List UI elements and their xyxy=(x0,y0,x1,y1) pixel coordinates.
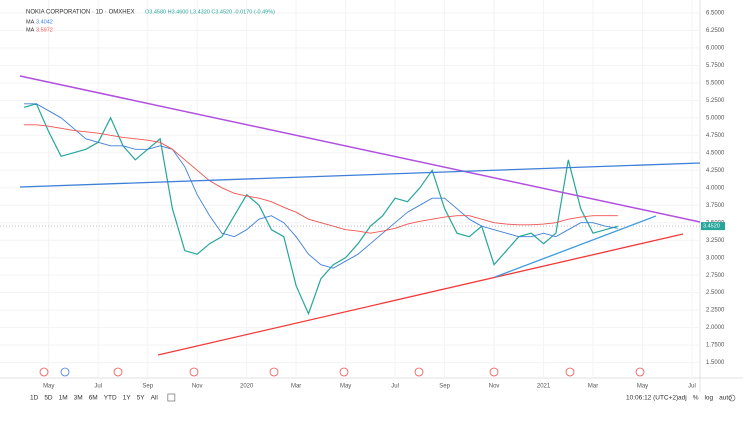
event-markers xyxy=(39,367,645,377)
range-button[interactable]: 5Y xyxy=(137,395,146,402)
range-button[interactable]: All xyxy=(151,395,159,402)
scale-option[interactable]: adj xyxy=(678,395,687,402)
x-tick-label: Mar xyxy=(588,384,598,390)
y-tick-label: 5.7500 xyxy=(706,63,725,69)
range-button[interactable]: 1Y xyxy=(123,395,132,402)
scale-option[interactable]: auto xyxy=(719,395,732,402)
event-marker[interactable] xyxy=(189,367,199,377)
legend-value: 3.4042 xyxy=(36,19,53,25)
y-tick-label: 3.7500 xyxy=(706,203,725,209)
event-marker[interactable] xyxy=(60,367,70,377)
scale-option[interactable]: log xyxy=(704,395,713,402)
y-tick-label: 1.5000 xyxy=(706,360,725,366)
y-tick-label: 4.0000 xyxy=(706,185,725,191)
x-tick-label: 2020 xyxy=(240,384,254,390)
toolbar: 1D 5D 1M 3M 6M YTD 1Y 5Y All 10:06:12 (UTC+2) adj%… xyxy=(30,393,736,402)
trend-line xyxy=(157,233,684,356)
x-tick-label: Jul xyxy=(391,384,399,390)
trend-line xyxy=(494,215,657,278)
settings-button[interactable] xyxy=(728,394,736,402)
x-tick-label: Sep xyxy=(439,384,450,390)
x-tick-label: Mar xyxy=(291,384,301,390)
x-tick-label: Jul xyxy=(94,384,102,390)
range-button[interactable]: 3M xyxy=(74,395,83,402)
x-tick-label: Nov xyxy=(192,384,203,390)
y-tick-label: 6.0000 xyxy=(706,45,725,51)
y-tick-label: 2.5000 xyxy=(706,290,725,296)
x-tick-label: Jul xyxy=(688,384,696,390)
date-range-button[interactable] xyxy=(167,393,176,402)
y-tick-label: 5.5000 xyxy=(706,80,725,86)
range-button[interactable]: 6M xyxy=(89,395,98,402)
y-tick-label: 3.0000 xyxy=(706,255,725,261)
y-tick-label: 3.2500 xyxy=(706,238,725,244)
x-tick-label: Sep xyxy=(142,384,153,390)
event-marker[interactable] xyxy=(489,367,499,377)
moving-average xyxy=(24,103,618,269)
event-marker[interactable] xyxy=(113,367,123,377)
event-marker[interactable] xyxy=(339,367,349,377)
event-marker[interactable] xyxy=(269,367,279,377)
ohlc-values: O3.4580 H3.4600 L3.4320 C3.4520 -0.0170 … xyxy=(145,9,275,15)
x-tick-label: May xyxy=(43,384,54,390)
moving-average xyxy=(24,124,618,234)
last-price-box xyxy=(701,222,725,231)
chart-title: NOKIA CORPORATION · 1D · OMXHEX xyxy=(26,10,135,16)
x-tick-label: May xyxy=(340,384,351,390)
y-tick-label: 2.7500 xyxy=(706,273,725,279)
x-tick-label: Nov xyxy=(489,384,500,390)
y-tick-label: 4.5000 xyxy=(706,150,725,156)
y-tick-label: 4.2500 xyxy=(706,168,725,174)
y-tick-label: 2.0000 xyxy=(706,325,725,331)
range-button[interactable]: 1M xyxy=(59,395,68,402)
event-marker[interactable] xyxy=(414,367,424,377)
y-tick-label: 2.2500 xyxy=(706,308,725,314)
range-button[interactable]: YTD xyxy=(104,395,117,402)
clock: 10:06:12 (UTC+2) xyxy=(626,395,678,402)
y-tick-label: 4.7500 xyxy=(706,133,725,139)
trend-line xyxy=(19,162,701,188)
y-tick-label: 5.0000 xyxy=(706,115,725,121)
event-marker[interactable] xyxy=(565,367,575,377)
y-tick-label: 6.5000 xyxy=(706,10,725,16)
range-button[interactable]: 1D xyxy=(30,395,39,402)
event-marker[interactable] xyxy=(635,367,645,377)
y-tick-label: 5.2500 xyxy=(706,98,725,104)
event-marker[interactable] xyxy=(39,367,49,377)
plot-area: 1.5000 1.7500 2.0000 2.2500 2.5000 2.7500 3.00… xyxy=(0,0,725,390)
x-tick-label: 2021 xyxy=(537,384,551,390)
y-tick-label: 6.2500 xyxy=(706,28,725,34)
scale-option[interactable]: % xyxy=(693,395,699,402)
legend-name: MA xyxy=(26,27,35,33)
legend-value: 3.5972 xyxy=(36,27,53,33)
trend-line xyxy=(19,75,701,223)
y-tick-label: 1.7500 xyxy=(706,343,725,349)
legend-name: MA xyxy=(26,19,35,25)
x-tick-label: May xyxy=(637,384,648,390)
range-button[interactable]: 5D xyxy=(44,395,53,402)
last-price-label: 3.4520 xyxy=(703,224,720,230)
